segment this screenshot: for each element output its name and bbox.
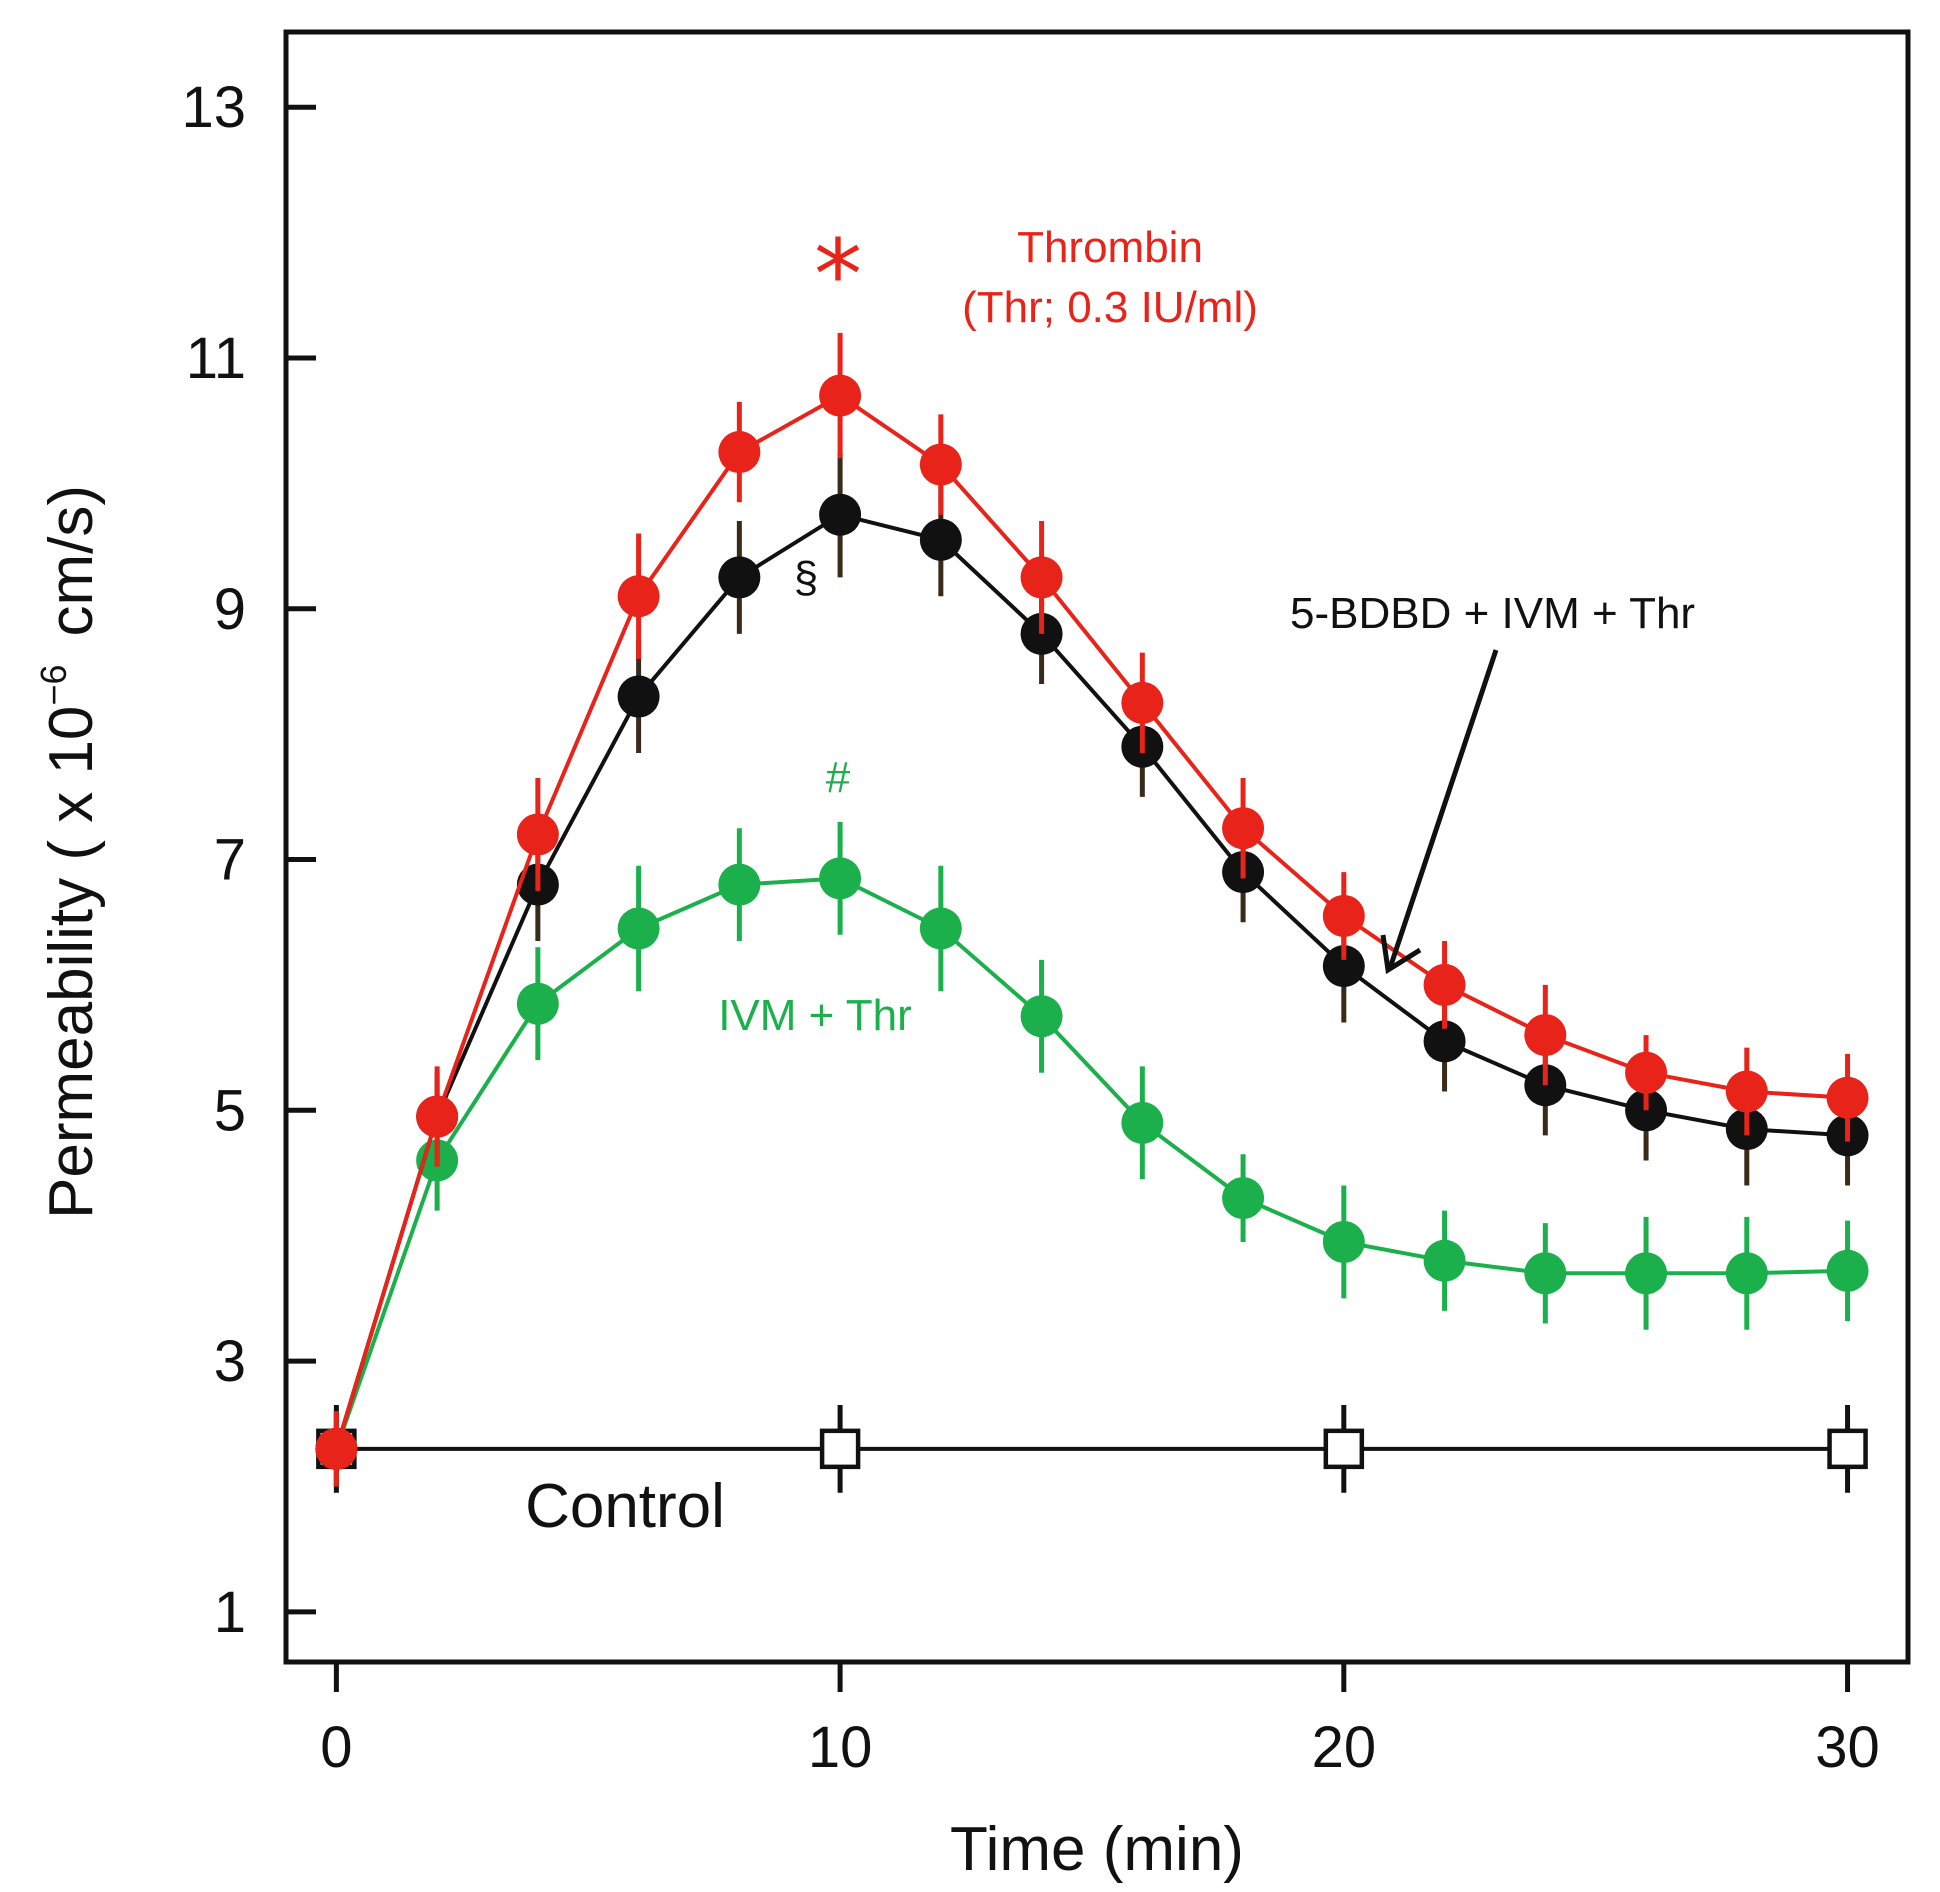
data-point — [617, 575, 660, 618]
data-point — [1322, 1220, 1365, 1263]
data-point — [1827, 1428, 1868, 1470]
y-tick-label: 1 — [214, 1580, 246, 1645]
data-point — [819, 374, 862, 417]
data-point — [1524, 1252, 1567, 1295]
data-point — [1625, 1252, 1668, 1295]
data-point — [1423, 1239, 1466, 1282]
bdbd-arrow-head — [1380, 934, 1422, 975]
data-point — [1625, 1051, 1668, 1094]
data-point — [718, 863, 761, 906]
data-point — [1222, 807, 1265, 850]
data-point — [1322, 894, 1365, 937]
thrombin-label-line1: Thrombin — [1017, 223, 1203, 272]
data-point — [516, 982, 559, 1025]
data-point — [1524, 1014, 1567, 1057]
x-tick-label: 10 — [808, 1715, 873, 1780]
thrombin-label-line2: (Thr; 0.3 IU/ml) — [962, 283, 1258, 332]
asterisk-marker: * — [814, 219, 862, 331]
x-tick-label: 20 — [1312, 1715, 1377, 1780]
y-axis-title: Permeability ( x 10−6cm/s) — [33, 485, 106, 1219]
x-axis-title: Time (min) — [950, 1815, 1244, 1884]
ivm-label: IVM + Thr — [718, 991, 912, 1040]
y-tick-label: 7 — [214, 828, 246, 893]
control-label: Control — [525, 1472, 725, 1541]
data-point — [416, 1095, 459, 1138]
series-line — [334, 393, 1848, 1450]
series-line — [334, 512, 1848, 1450]
data-point — [819, 857, 862, 900]
bdbd-label: 5-BDBD + IVM + Thr — [1290, 589, 1695, 638]
data-point — [617, 675, 660, 718]
data-point — [516, 813, 559, 856]
x-tick-label: 30 — [1815, 1715, 1880, 1780]
data-point — [1121, 1101, 1164, 1144]
y-tick-label: 3 — [214, 1329, 246, 1394]
bdbd-arrow-line — [1387, 649, 1499, 969]
data-point — [919, 518, 962, 561]
y-tick-label: 11 — [186, 326, 246, 391]
series-layer — [315, 332, 1869, 1493]
data-point — [1322, 945, 1365, 988]
data-point — [1826, 1076, 1869, 1119]
data-point — [1020, 995, 1063, 1038]
data-point — [1222, 1177, 1265, 1220]
hash-marker: # — [826, 753, 851, 802]
data-point — [315, 1427, 358, 1470]
data-point — [1020, 556, 1063, 599]
data-point — [1423, 1020, 1466, 1063]
series-ivm-thr — [315, 821, 1869, 1487]
series-thrombin-thr-0-3-iu-ml — [315, 332, 1869, 1487]
series-line — [334, 876, 1848, 1450]
data-point — [819, 493, 862, 536]
data-point — [1725, 1252, 1768, 1295]
y-tick-label: 5 — [214, 1078, 246, 1143]
y-tick-label: 9 — [214, 577, 246, 642]
x-axis: 0 10 20 30 — [320, 1662, 1880, 1780]
data-point — [617, 907, 660, 950]
plot-frame — [283, 29, 1911, 1665]
data-point — [1725, 1070, 1768, 1113]
data-point — [1826, 1249, 1869, 1292]
data-point — [819, 1428, 861, 1470]
data-point — [1423, 963, 1466, 1006]
section-marker: § — [794, 553, 818, 602]
data-point — [718, 431, 761, 474]
data-point — [919, 907, 962, 950]
data-point — [1323, 1428, 1365, 1470]
data-point — [718, 556, 761, 599]
x-tick-label: 0 — [320, 1715, 352, 1780]
data-point — [1121, 681, 1164, 724]
data-point — [919, 443, 962, 486]
y-tick-label: 13 — [181, 75, 246, 140]
